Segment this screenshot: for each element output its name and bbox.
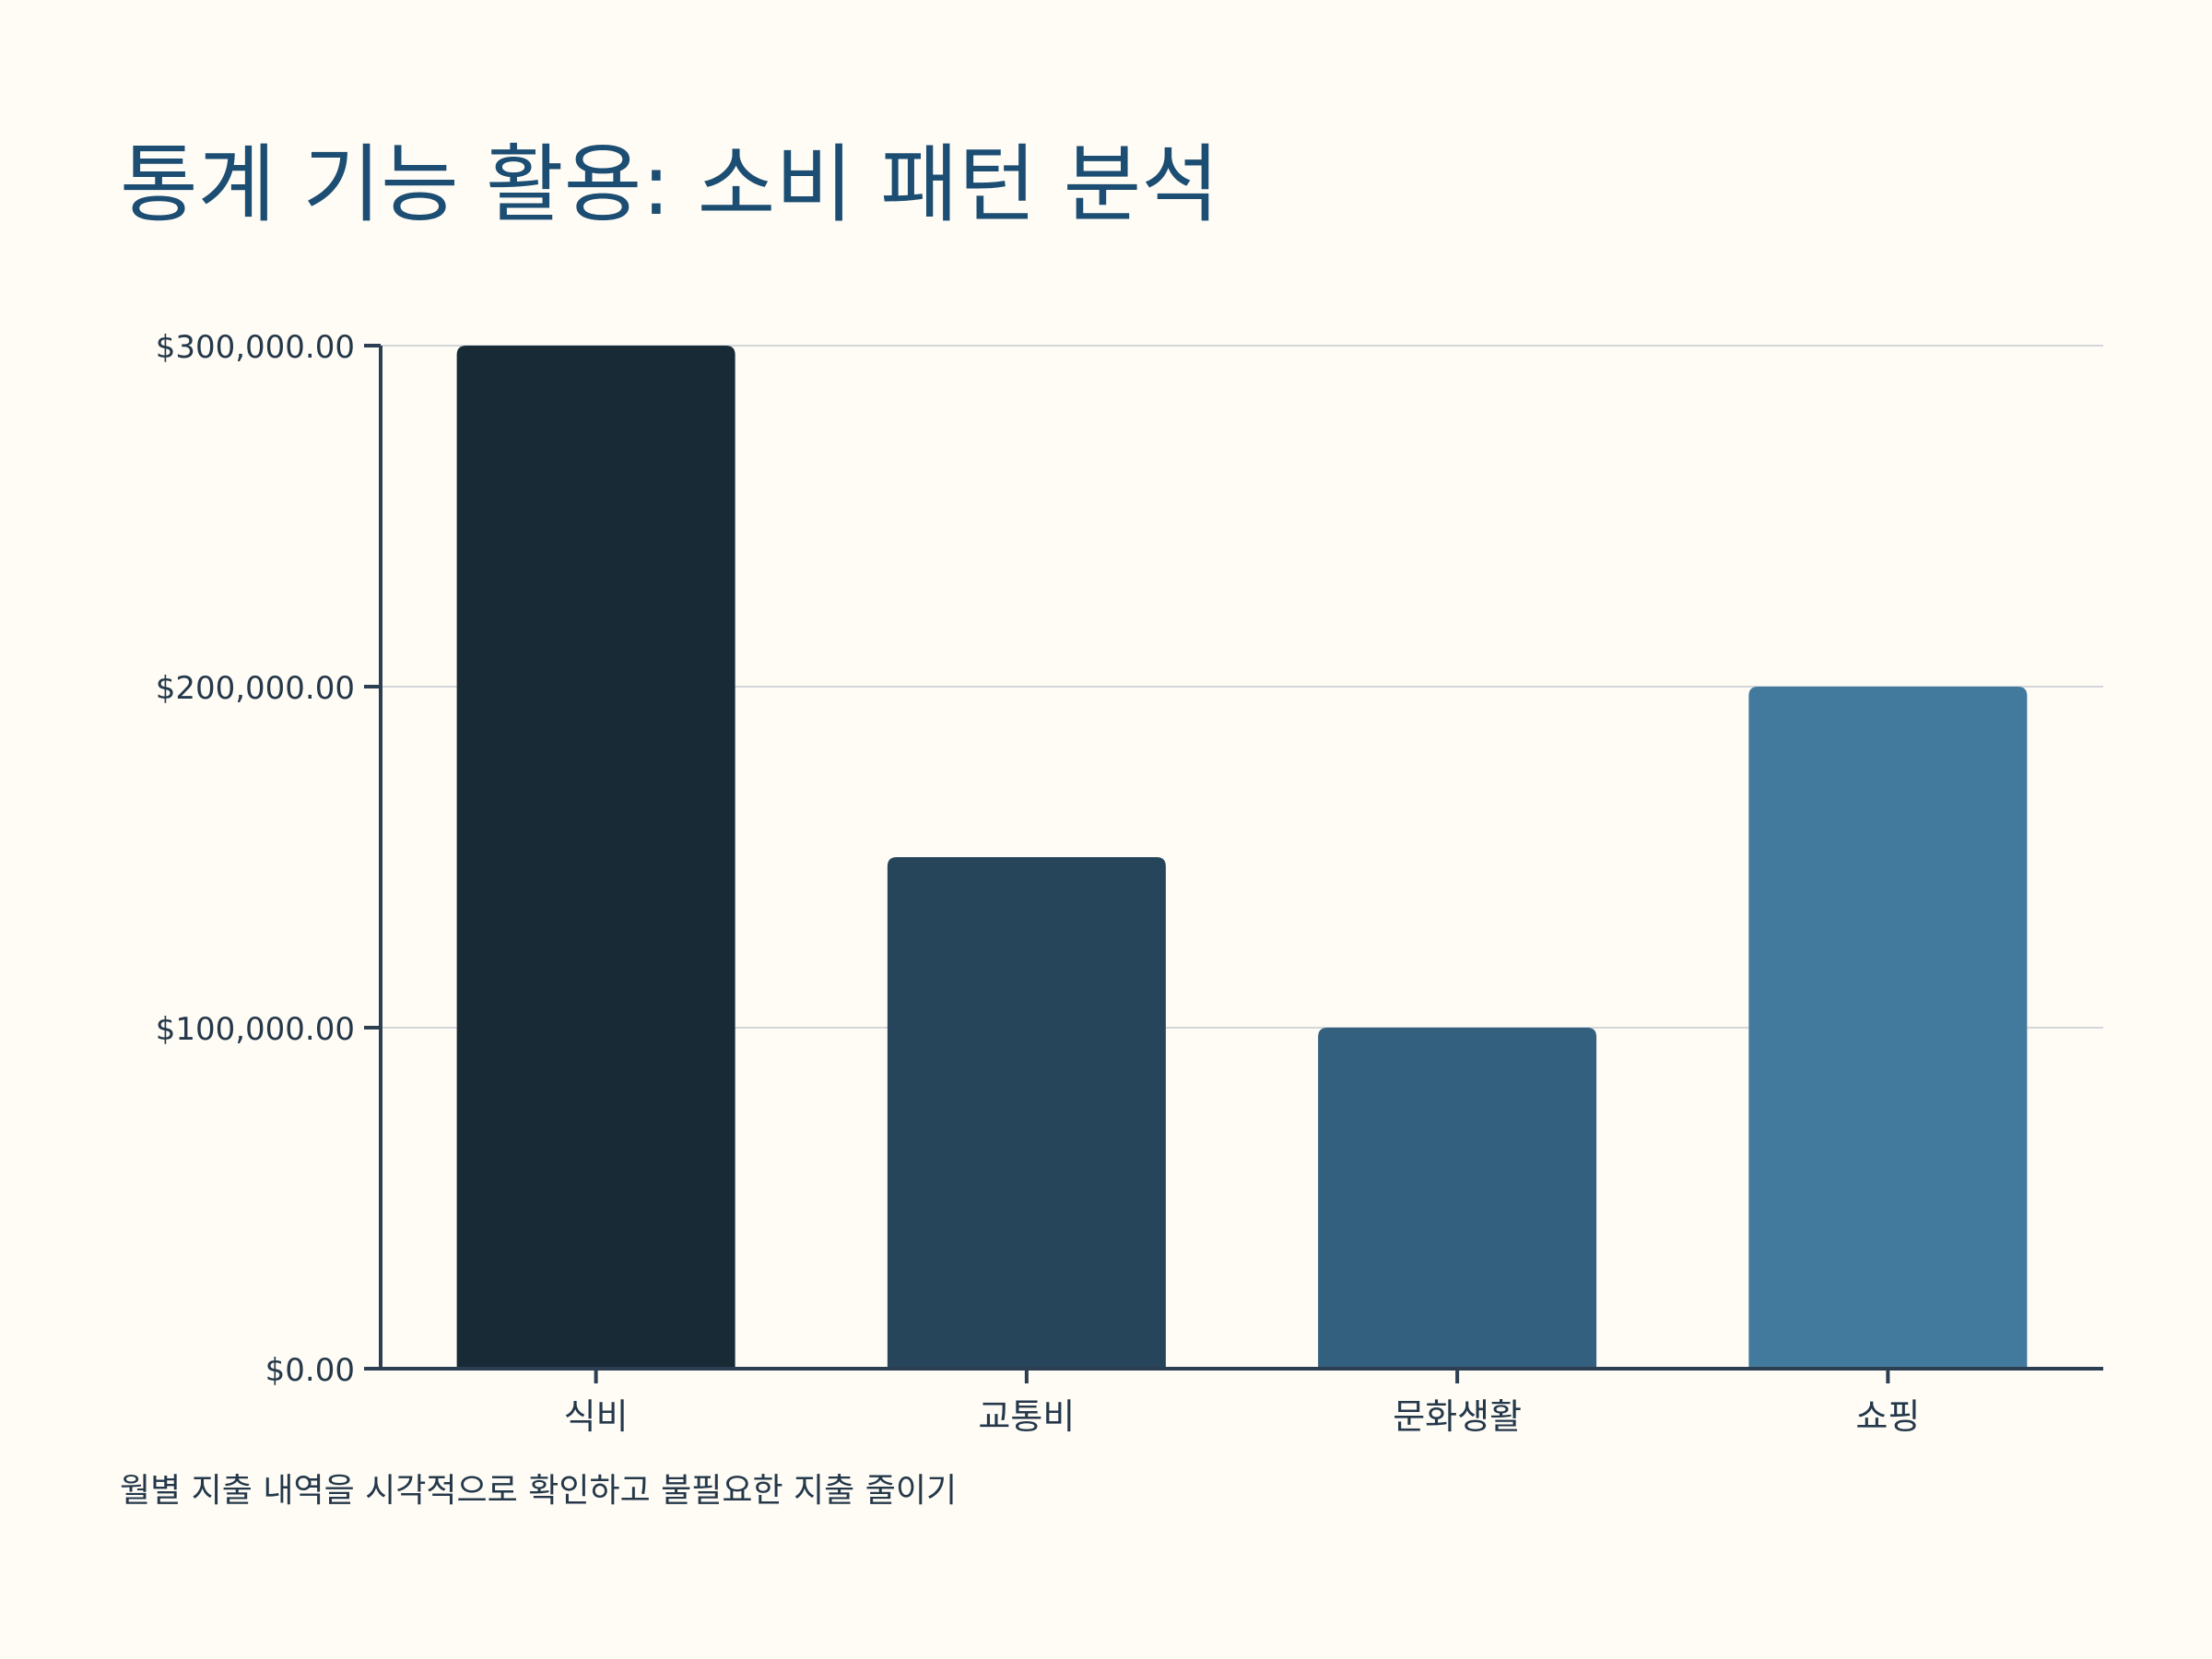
y-tick-label: $100,000.00 <box>156 1011 355 1048</box>
x-tick-label: 문화생활 <box>1393 1396 1522 1437</box>
y-tick-label: $200,000.00 <box>156 670 355 707</box>
bar <box>456 346 735 1369</box>
bar <box>1318 1028 1597 1369</box>
bar <box>887 857 1166 1369</box>
bar <box>1748 687 2028 1369</box>
chart-caption: 월별 지출 내역을 시각적으로 확인하고 불필요한 지출 줄이기 <box>120 1472 958 1510</box>
x-tick-label: 교통비 <box>978 1396 1075 1437</box>
x-tick-label: 쇼핑 <box>1855 1396 1920 1437</box>
page-title: 통계 기능 활용: 소비 패턴 분석 <box>120 135 1219 234</box>
x-tick-label: 식비 <box>564 1396 629 1437</box>
y-tick-label: $300,000.00 <box>156 329 355 366</box>
y-tick-label: $0.00 <box>265 1352 355 1389</box>
